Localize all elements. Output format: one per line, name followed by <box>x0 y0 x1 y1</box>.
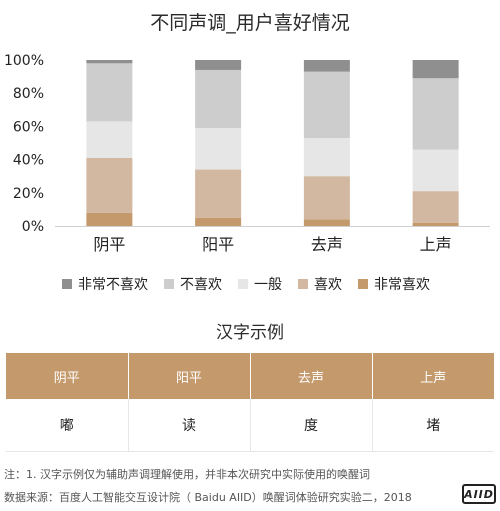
bar-segment <box>86 63 133 122</box>
y-tick-label: 0% <box>22 219 44 235</box>
bar-segment <box>412 60 459 79</box>
bar-segment <box>412 78 459 150</box>
x-tick-label: 上声 <box>420 235 452 254</box>
legend-swatch <box>298 279 308 289</box>
bar-segment <box>412 222 459 226</box>
footnote-note: 注：1. 汉字示例仅为辅助声调理解使用，并非本次研究中实际使用的唤醒词 <box>4 468 370 481</box>
bar-segment <box>86 212 133 226</box>
x-tick-label: 阳平 <box>202 235 234 254</box>
aiid-logo-text: AIID <box>464 487 494 501</box>
bar-segment <box>412 149 459 192</box>
example-title: 汉字示例 <box>216 323 284 343</box>
example-header-row: 阴平 阳平 去声 上声 <box>6 353 494 399</box>
bar-segment <box>195 169 242 218</box>
example-char-cell: 度 <box>250 399 373 452</box>
example-header-cell: 上声 <box>372 353 494 399</box>
bar-segment <box>303 138 350 177</box>
legend-label: 非常喜欢 <box>374 277 430 293</box>
bar-segment <box>195 69 242 129</box>
stacked-bar-chart: 0% 20% 40% 60% 80% 100% 阴平 阳平 去声 上声 <box>4 53 490 254</box>
legend-label: 非常不喜欢 <box>78 277 148 293</box>
example-header-cell: 阳平 <box>128 353 251 399</box>
bar-segment <box>412 191 459 223</box>
bar-segment <box>303 219 350 226</box>
bar-segment <box>86 121 133 158</box>
example-char-cell: 堵 <box>372 399 494 452</box>
legend-swatch <box>238 279 248 289</box>
aiid-logo: AIID <box>462 484 496 504</box>
legend-item: 喜欢 <box>298 274 342 294</box>
bar-segment <box>86 60 133 64</box>
example-row: 嘟 读 度 堵 <box>6 399 494 452</box>
y-tick-label: 20% <box>13 186 44 202</box>
bar-segment <box>195 128 242 170</box>
y-tick-label: 60% <box>13 119 44 135</box>
legend-swatch <box>358 279 368 289</box>
y-tick-label: 80% <box>13 86 44 102</box>
chart-legend: 非常不喜欢 不喜欢 一般 喜欢 非常喜欢 <box>62 274 430 294</box>
chart-title: 不同声调_用户喜好情况 <box>150 12 350 34</box>
legend-item: 非常喜欢 <box>358 274 430 294</box>
legend-label: 一般 <box>254 277 282 293</box>
bar-segment <box>303 71 350 139</box>
example-header-cell: 去声 <box>250 353 373 399</box>
footnote-source: 数据来源：百度人工智能交互设计院（ Baidu AIID）唤醒词体验研究实验二，… <box>4 491 412 504</box>
x-tick-label: 去声 <box>311 235 343 254</box>
example-char-cell: 读 <box>128 399 251 452</box>
bar-segment <box>86 157 133 213</box>
legend-swatch <box>62 279 72 289</box>
legend-item: 一般 <box>238 274 282 294</box>
legend-swatch <box>164 279 174 289</box>
bar-segment <box>303 60 350 72</box>
example-table: 阴平 阳平 去声 上声 嘟 读 度 堵 <box>6 353 494 452</box>
bar-segment <box>195 60 242 70</box>
x-tick-label: 阴平 <box>93 235 125 254</box>
legend-item: 不喜欢 <box>164 274 222 294</box>
bar-segment <box>195 217 242 226</box>
example-char-cell: 嘟 <box>6 399 129 452</box>
legend-label: 不喜欢 <box>180 277 222 293</box>
y-tick-label: 100% <box>4 53 44 69</box>
example-header-cell: 阴平 <box>6 353 129 399</box>
y-tick-label: 40% <box>13 153 44 169</box>
legend-item: 非常不喜欢 <box>62 274 148 294</box>
bar-segment <box>303 176 350 220</box>
legend-label: 喜欢 <box>314 277 342 293</box>
